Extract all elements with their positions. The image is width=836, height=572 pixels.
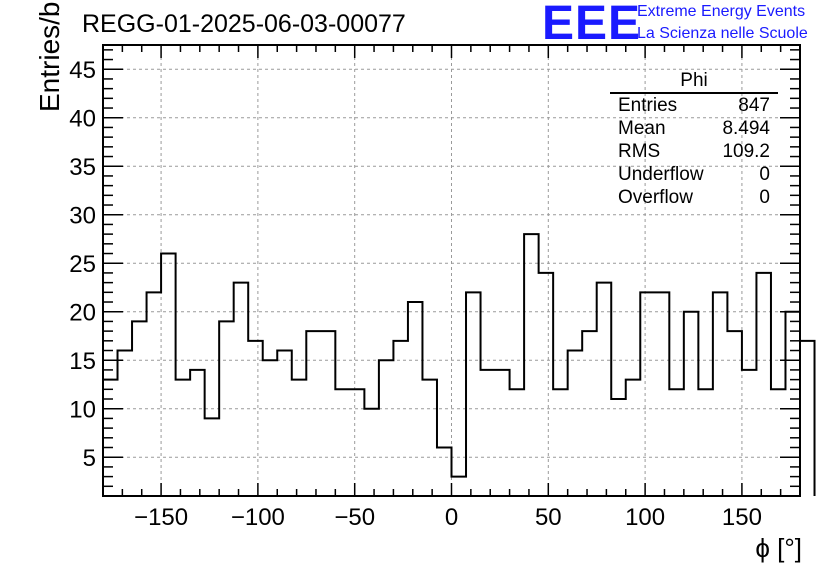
histogram-bin xyxy=(713,292,728,496)
histogram-bin xyxy=(669,389,684,496)
histogram-bin xyxy=(510,389,525,496)
histogram-bin xyxy=(190,370,205,496)
stats-row-entries: Entries 847 xyxy=(610,94,778,117)
histogram-bin xyxy=(727,331,742,496)
x-tick-label: −50 xyxy=(334,504,375,531)
histogram-bin xyxy=(640,292,655,496)
x-tick-label: 100 xyxy=(625,504,665,531)
histogram-bin xyxy=(611,399,626,496)
histogram-bin xyxy=(495,370,510,496)
histogram-bin xyxy=(553,389,568,496)
stats-label: RMS xyxy=(618,141,661,162)
histogram-bin xyxy=(481,370,496,496)
histogram-bin xyxy=(756,273,771,496)
chart-title: REGG-01-2025-06-03-00077 xyxy=(82,10,406,38)
histogram-bin xyxy=(452,477,467,496)
stats-row-underflow: Underflow 0 xyxy=(610,163,778,186)
logo-line-1: Extreme Energy Events xyxy=(637,3,806,20)
histogram-bin xyxy=(539,273,554,496)
histogram-bin xyxy=(393,341,408,496)
histogram-bin xyxy=(292,380,307,496)
y-tick-label: 40 xyxy=(69,106,96,133)
axis-tick-labels: −150 −100 −50 0 50 100 150 5 10 15 20 25 30 35 40 45 xyxy=(69,57,762,531)
x-tick-label: 0 xyxy=(445,504,458,531)
stats-box-title: Phi xyxy=(610,70,778,94)
eee-logo: EEE xyxy=(542,0,642,50)
stats-label: Entries xyxy=(618,95,678,116)
stats-value: 8.494 xyxy=(722,118,770,139)
y-tick-label: 30 xyxy=(69,203,96,230)
stats-label: Overflow xyxy=(618,187,693,208)
histogram-bin xyxy=(248,341,263,496)
histogram-bin xyxy=(147,292,162,496)
histogram-bin xyxy=(568,351,583,496)
stats-value: 109.2 xyxy=(722,141,770,162)
y-tick-label: 15 xyxy=(69,348,96,375)
y-tick-label: 5 xyxy=(83,445,96,472)
histogram-bin xyxy=(785,312,800,496)
axis-ticks xyxy=(103,45,800,496)
x-axis-label: ϕ [°] xyxy=(755,533,802,563)
histogram-bin xyxy=(161,254,176,496)
histogram-step-line xyxy=(102,233,816,496)
stats-value: 0 xyxy=(759,164,770,185)
y-tick-label: 45 xyxy=(69,57,96,84)
histogram-series xyxy=(102,233,816,496)
x-tick-label: −100 xyxy=(231,504,285,531)
y-tick-label: 35 xyxy=(69,154,96,181)
histogram-bin xyxy=(364,409,379,496)
x-tick-label: 50 xyxy=(535,504,562,531)
histogram-bin xyxy=(582,331,597,496)
y-tick-label: 10 xyxy=(69,397,96,424)
histogram-bin xyxy=(466,292,481,496)
stats-box: Phi Entries 847 Mean 8.494 RMS 109.2 Und… xyxy=(610,70,778,209)
histogram-bin xyxy=(742,370,757,496)
histogram-bin xyxy=(118,351,133,496)
histogram-bin xyxy=(205,418,220,496)
histogram-bin xyxy=(408,302,423,496)
histogram-bin xyxy=(626,380,641,496)
y-axis-label: Entries/bin xyxy=(34,0,66,112)
histogram-bin xyxy=(132,321,147,496)
y-axis-label-text: Entries/bin xyxy=(34,0,65,112)
histogram-bin xyxy=(698,389,713,496)
stats-value: 847 xyxy=(738,95,770,116)
histogram-bin xyxy=(176,380,191,496)
histogram-bin xyxy=(350,389,365,496)
histogram-bin xyxy=(277,351,292,496)
histogram-bin xyxy=(422,380,437,496)
histogram-bin xyxy=(684,312,699,496)
histogram-bin xyxy=(655,292,670,496)
histogram-bin xyxy=(263,360,278,496)
stats-label: Mean xyxy=(618,118,666,139)
stats-row-mean: Mean 8.494 xyxy=(610,117,778,140)
histogram-bin xyxy=(219,321,234,496)
histogram-bin xyxy=(321,331,336,496)
x-tick-label: −150 xyxy=(134,504,188,531)
stats-row-overflow: Overflow 0 xyxy=(610,186,778,209)
histogram-bin xyxy=(379,360,394,496)
histogram-bin xyxy=(306,331,321,496)
histogram-bin xyxy=(524,234,539,496)
histogram-bin xyxy=(800,341,815,496)
histogram-bin xyxy=(335,389,350,496)
histogram-bin xyxy=(597,283,612,496)
stats-value: 0 xyxy=(759,187,770,208)
y-tick-label: 20 xyxy=(69,300,96,327)
histogram-bin xyxy=(437,448,452,496)
stats-label: Underflow xyxy=(618,164,704,185)
y-tick-label: 25 xyxy=(69,251,96,278)
stats-row-rms: RMS 109.2 xyxy=(610,140,778,163)
histogram-bin xyxy=(234,283,249,496)
x-tick-label: 150 xyxy=(722,504,762,531)
histogram-bin xyxy=(771,389,786,496)
logo-line-2: La Scienza nelle Scuole xyxy=(637,25,808,42)
